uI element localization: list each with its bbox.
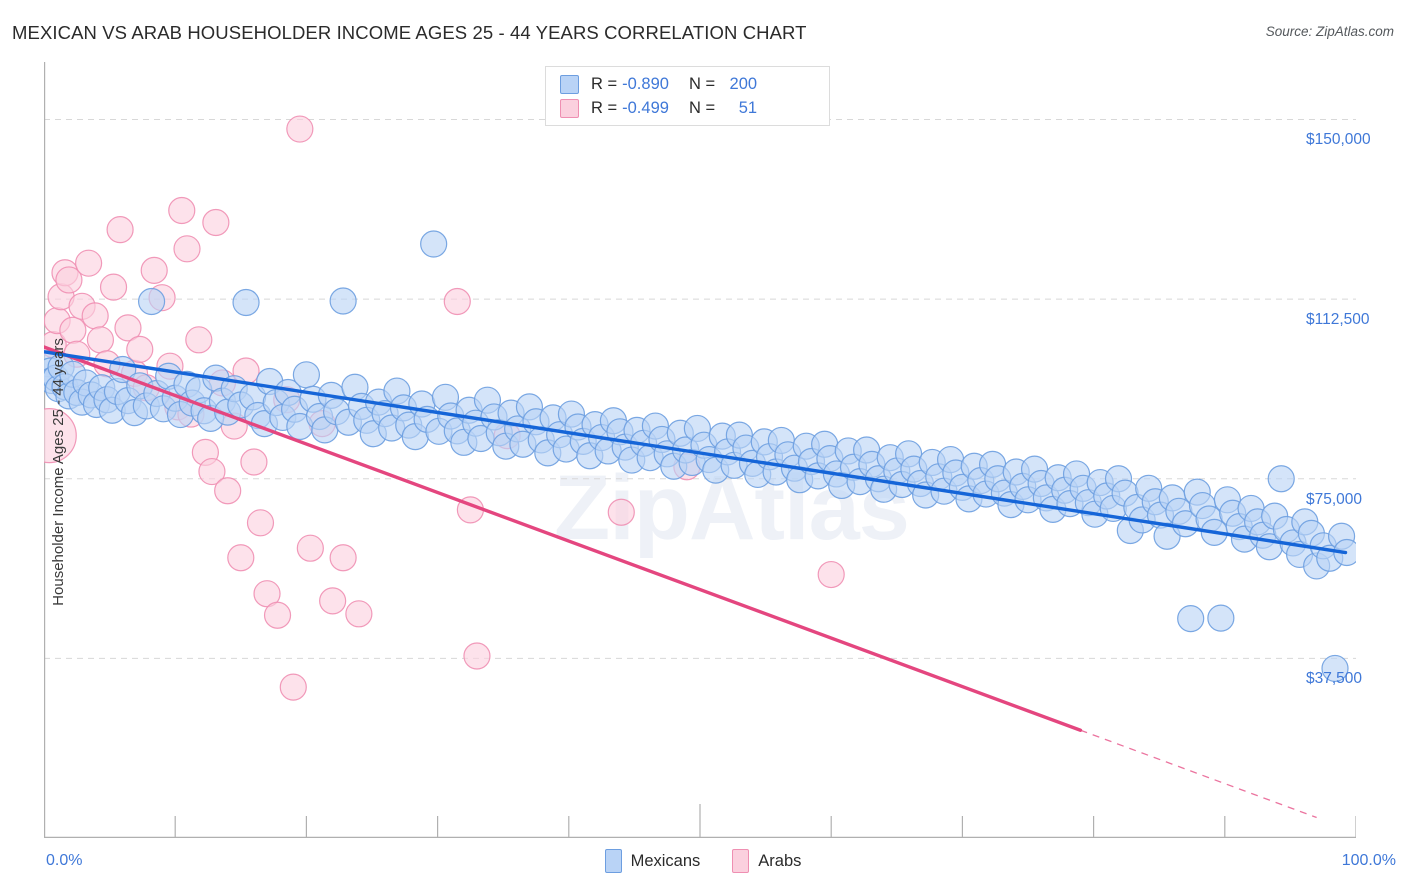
scatter-plot-area: ZipAtlas Householder Income Ages 25 - 44… xyxy=(44,62,1356,838)
data-point xyxy=(198,457,226,486)
data-point xyxy=(1177,605,1205,633)
data-point xyxy=(329,544,357,572)
data-point xyxy=(420,230,448,258)
data-point xyxy=(106,216,134,244)
legend-item-mexicans[interactable]: Mexicans xyxy=(604,849,701,873)
page-title: MEXICAN VS ARAB HOUSEHOLDER INCOME AGES … xyxy=(12,22,807,43)
data-point xyxy=(286,115,314,143)
y-tick-label-112500: $112,500 xyxy=(1306,311,1370,329)
plot-canvas xyxy=(44,62,1356,838)
data-point xyxy=(137,287,166,316)
data-point xyxy=(1207,604,1235,632)
data-point xyxy=(81,302,109,330)
data-point xyxy=(279,673,307,701)
swatch-arabs-icon xyxy=(560,98,579,118)
source-label: Source: ZipAtlas.com xyxy=(1265,24,1394,39)
data-point xyxy=(240,448,268,476)
stats-row-arabs: R = -0.499 N = 51 xyxy=(560,96,819,120)
y-tick-label-150000: $150,000 xyxy=(1306,131,1371,149)
legend-label-mexicans: Mexicans xyxy=(630,851,701,870)
r-value-mexicans: -0.890 xyxy=(622,74,669,93)
data-point xyxy=(319,587,347,615)
series-legend: Mexicans Arabs xyxy=(0,849,1406,873)
data-point xyxy=(1321,654,1349,683)
swatch-mexicans-icon xyxy=(560,74,579,94)
r-label-mexicans: R = xyxy=(591,74,618,93)
data-point xyxy=(140,256,168,284)
n-label-mexicans: N = xyxy=(688,74,716,93)
data-point xyxy=(185,326,213,354)
data-point xyxy=(1267,465,1295,493)
data-point xyxy=(345,600,373,628)
data-point xyxy=(227,544,255,572)
y-tick-label-75000: $75,000 xyxy=(1306,490,1363,508)
r-label-arabs: R = xyxy=(591,98,618,117)
data-point xyxy=(75,249,103,277)
trendline-arabs xyxy=(44,345,1083,732)
data-point xyxy=(463,642,491,670)
data-point xyxy=(173,235,201,263)
stats-row-mexicans: R = -0.890 N = 200 xyxy=(560,72,819,96)
data-point xyxy=(99,273,128,301)
data-point xyxy=(202,208,230,237)
trendline-extension-arabs xyxy=(1080,729,1317,819)
legend-item-arabs[interactable]: Arabs xyxy=(732,849,801,873)
r-value-arabs: -0.499 xyxy=(622,98,669,117)
data-point xyxy=(817,560,845,589)
data-point xyxy=(296,534,324,562)
n-value-arabs: 51 xyxy=(738,98,758,117)
data-point xyxy=(59,316,87,344)
data-point xyxy=(329,287,357,315)
data-point xyxy=(86,326,115,354)
legend-swatch-arabs-icon xyxy=(732,849,750,873)
data-point xyxy=(126,335,154,364)
series-arabs xyxy=(44,115,845,701)
n-label-arabs: N = xyxy=(688,98,716,117)
y-tick-label-37500: $37,500 xyxy=(1306,670,1363,688)
trendline-mexicans xyxy=(44,350,1348,555)
legend-swatch-mexicans-icon xyxy=(604,849,622,873)
data-point xyxy=(55,266,83,294)
data-point xyxy=(232,288,260,317)
data-point xyxy=(168,196,196,225)
data-point xyxy=(114,314,142,342)
n-value-mexicans: 200 xyxy=(729,74,758,93)
x-tick-label-min: 0.0% xyxy=(46,852,83,869)
series-mexicans xyxy=(44,230,1356,683)
data-point xyxy=(292,361,320,389)
legend-label-arabs: Arabs xyxy=(758,851,802,870)
x-tick-label-max: 100.0% xyxy=(1341,852,1396,869)
data-point xyxy=(246,509,275,537)
data-point xyxy=(443,287,471,316)
data-point xyxy=(607,498,635,526)
data-point xyxy=(263,601,292,629)
correlation-stats-legend: R = -0.890 N = 200 R = -0.499 N = 51 xyxy=(545,66,830,126)
data-point xyxy=(214,477,242,505)
data-point xyxy=(44,408,77,464)
